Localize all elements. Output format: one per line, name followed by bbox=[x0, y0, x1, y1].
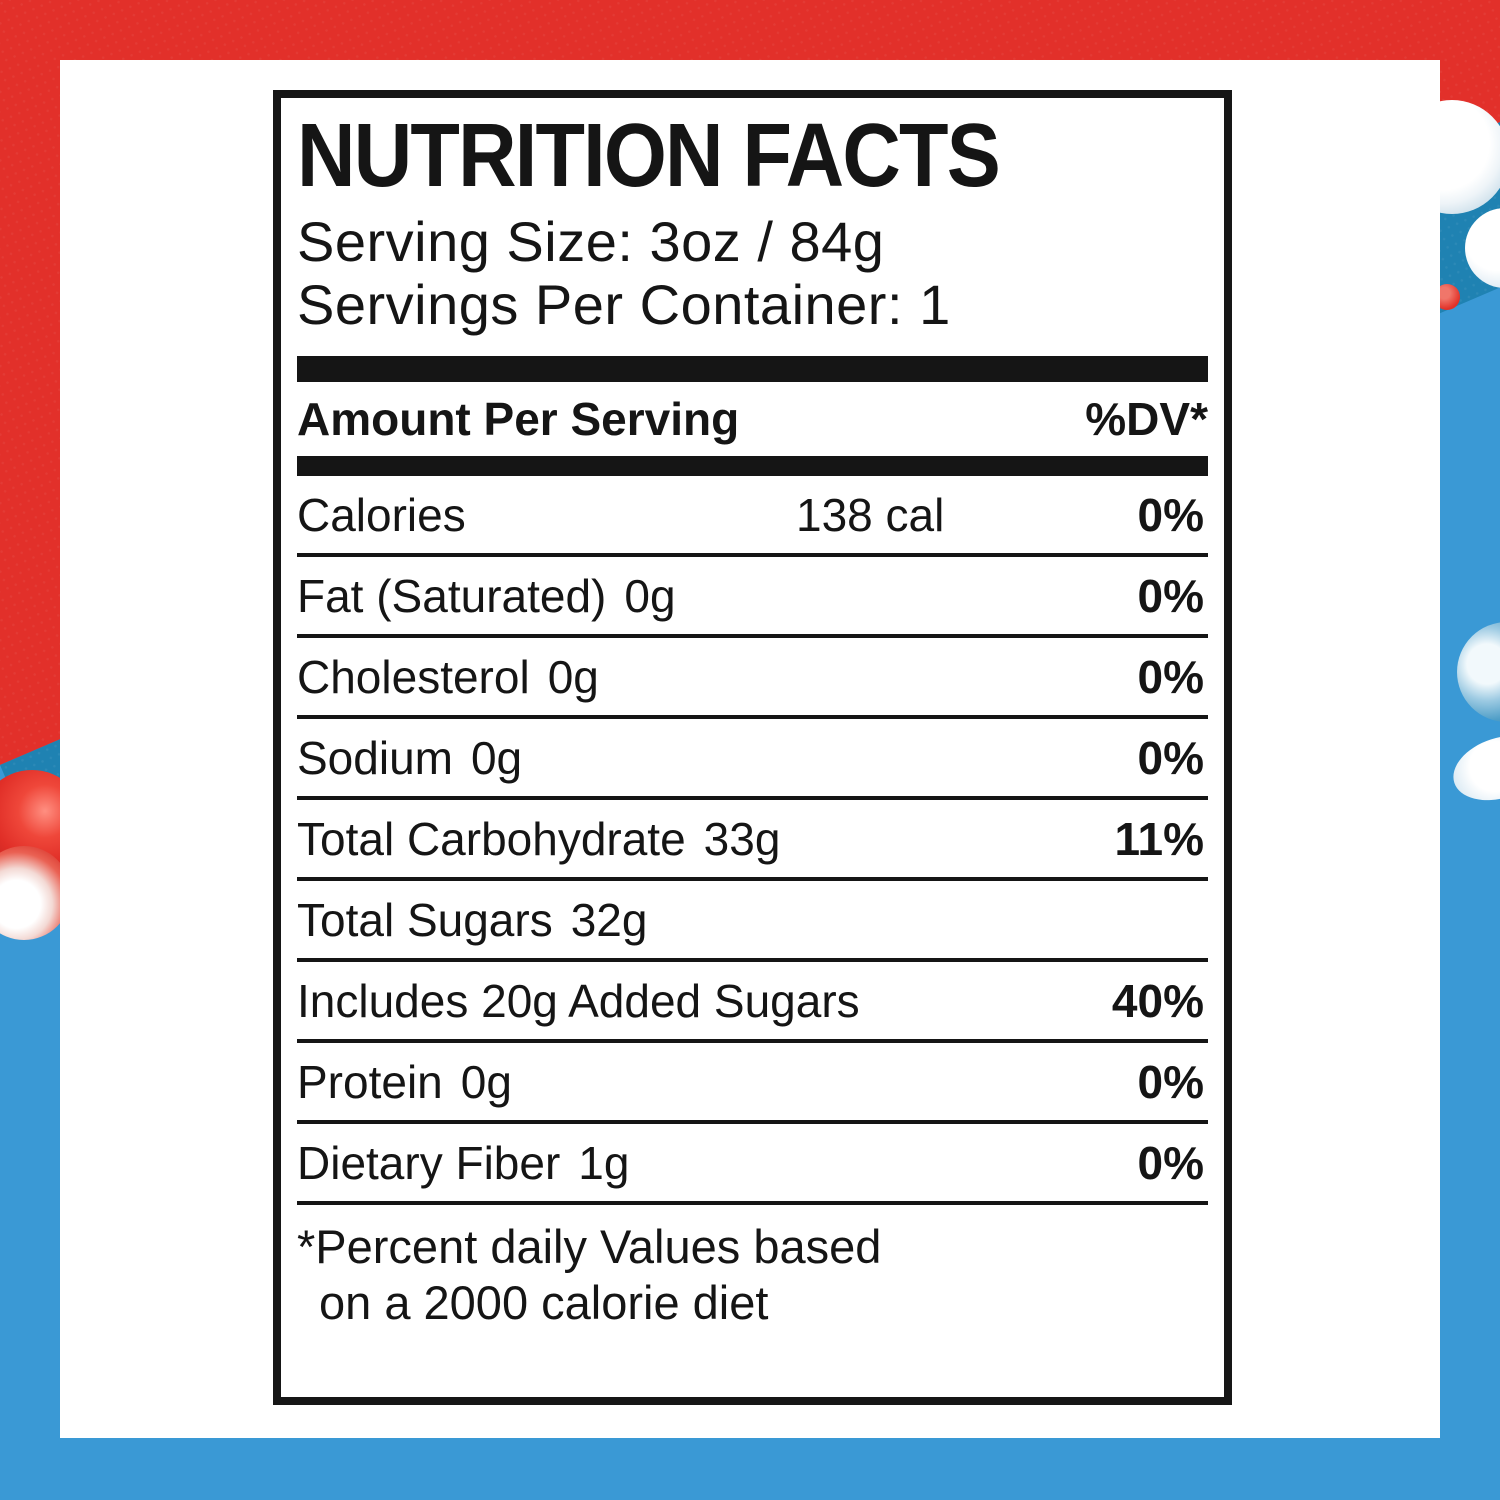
row-name: Total Sugars bbox=[297, 893, 553, 946]
row-dv-value: 0% bbox=[1137, 731, 1204, 784]
servings-per-container-line: Servings Per Container: 1 bbox=[297, 273, 951, 336]
thick-divider-top bbox=[297, 356, 1208, 382]
row-protein: Protein 0g 0% bbox=[297, 1043, 1208, 1124]
row-calories: Calories 138 cal 0% bbox=[297, 476, 1208, 557]
nutrition-facts-content: NUTRITION FACTS Serving Size: 3oz / 84g … bbox=[281, 98, 1224, 1397]
percent-dv-label: %DV* bbox=[1085, 393, 1208, 445]
row-amount: 33g bbox=[703, 812, 781, 865]
row-mid-value: 138 cal bbox=[796, 488, 945, 541]
footnote-line-1: *Percent daily Values based bbox=[297, 1220, 882, 1273]
row-name: Total Carbohydrate bbox=[297, 812, 686, 865]
row-fat: Fat (Saturated) 0g 0% bbox=[297, 557, 1208, 638]
row-dv-value: 0% bbox=[1137, 569, 1204, 622]
row-amount: 0g bbox=[460, 1055, 512, 1108]
white-card: NUTRITION FACTS Serving Size: 3oz / 84g … bbox=[60, 60, 1440, 1438]
nutrition-facts-box: NUTRITION FACTS Serving Size: 3oz / 84g … bbox=[273, 90, 1232, 1405]
row-dv-value: 11% bbox=[1114, 812, 1204, 865]
serving-size-line: Serving Size: 3oz / 84g bbox=[297, 210, 885, 273]
row-name: Calories bbox=[297, 488, 466, 541]
thick-divider-header bbox=[297, 456, 1208, 476]
row-total-carbohydrate: Total Carbohydrate 33g 11% bbox=[297, 800, 1208, 881]
row-name: Cholesterol bbox=[297, 650, 530, 703]
row-dietary-fiber: Dietary Fiber 1g 0% bbox=[297, 1124, 1208, 1205]
footnote: *Percent daily Values based on a 2000 ca… bbox=[297, 1205, 1208, 1331]
row-amount: 1g bbox=[578, 1136, 630, 1189]
row-name: Sodium bbox=[297, 731, 453, 784]
row-name: Includes 20g Added Sugars bbox=[297, 974, 860, 1027]
row-amount: 0g bbox=[547, 650, 599, 703]
amount-per-serving-label: Amount Per Serving bbox=[297, 393, 740, 445]
row-dv-value: 0% bbox=[1137, 1055, 1204, 1108]
row-sodium: Sodium 0g 0% bbox=[297, 719, 1208, 800]
white-ellipse-highlight bbox=[1445, 724, 1500, 812]
row-amount: 0g bbox=[470, 731, 523, 784]
row-amount: 0g bbox=[624, 569, 676, 622]
row-cholesterol: Cholesterol 0g 0% bbox=[297, 638, 1208, 719]
row-name: Fat (Saturated) bbox=[297, 569, 607, 622]
row-dv-value: 0% bbox=[1137, 1136, 1204, 1189]
row-dv-value: 0% bbox=[1137, 650, 1204, 703]
row-amount: 32g bbox=[570, 893, 648, 946]
row-total-sugars: Total Sugars 32g bbox=[297, 881, 1208, 962]
label-title: NUTRITION FACTS bbox=[297, 106, 1001, 206]
blue-gloss-sphere bbox=[1457, 622, 1500, 722]
row-added-sugars: Includes 20g Added Sugars 40% bbox=[297, 962, 1208, 1043]
amount-per-serving-header-row: Amount Per Serving %DV* bbox=[297, 382, 1208, 456]
footnote-line-2: on a 2000 calorie diet bbox=[319, 1276, 769, 1329]
row-name: Dietary Fiber bbox=[297, 1136, 561, 1189]
row-dv-value: 0% bbox=[1137, 488, 1204, 541]
row-name: Protein bbox=[297, 1055, 443, 1108]
row-dv-value: 40% bbox=[1111, 974, 1204, 1027]
